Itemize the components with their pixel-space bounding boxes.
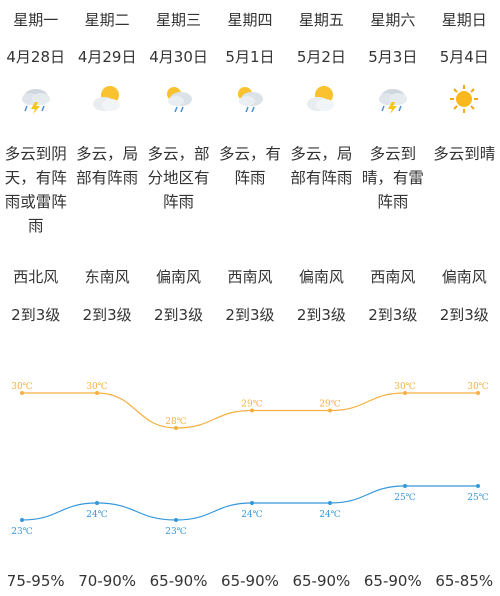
wind-direction: 偏南风 xyxy=(156,268,202,286)
humidity-range: 65-90% xyxy=(292,572,351,590)
high-temperature-point xyxy=(476,391,480,395)
weather-description: 多云，局部有阵雨 xyxy=(76,145,139,187)
high-temperature-label: 30℃ xyxy=(467,382,489,392)
wind-direction: 西南风 xyxy=(227,268,273,286)
wind-direction: 西南风 xyxy=(370,268,416,286)
wind-level: 2到3级 xyxy=(11,306,61,324)
date-label: 4月30日 xyxy=(149,48,208,66)
day-column: 星期二 4月29日多云，局部有阵雨东南风 2到3级 70-90% xyxy=(71,0,142,596)
day-column: 星期一 4月28日多云到阴天，有阵雨或雷阵雨西北风 2到3级 75-95% xyxy=(0,0,71,596)
weather-description: 多云，局部有阵雨 xyxy=(290,145,353,187)
wind-level: 2到3级 xyxy=(296,306,346,324)
low-temperature-label: 24℃ xyxy=(319,510,341,520)
day-column: 星期五 5月2日多云，局部有阵雨偏南风 2到3级 65-90% xyxy=(286,0,357,596)
humidity-range: 65-90% xyxy=(363,572,422,590)
high-temperature-label: 29℃ xyxy=(241,400,263,410)
humidity-range: 70-90% xyxy=(78,572,137,590)
day-column: 星期三 4月30日多云，部分地区有阵雨偏南风 2到3级 65-90% xyxy=(143,0,214,596)
weekday-label: 星期一 xyxy=(13,11,59,29)
wind-level: 2到3级 xyxy=(439,306,489,324)
low-temperature-point xyxy=(250,501,254,505)
date-label: 5月3日 xyxy=(368,48,418,66)
high-temperature-label: 29℃ xyxy=(319,400,341,410)
wind-direction: 偏南风 xyxy=(298,268,344,286)
thunder-rain-cloud-icon xyxy=(357,84,428,114)
sun-cloud-rain-icon xyxy=(143,84,214,114)
low-temperature-point xyxy=(20,518,24,522)
wind-level: 2到3级 xyxy=(225,306,275,324)
high-temperature-point xyxy=(95,391,99,395)
high-temperature-label: 30℃ xyxy=(394,382,416,392)
high-temperature-point xyxy=(403,391,407,395)
sun-cloud-rain-icon xyxy=(214,84,285,114)
low-temperature-label: 24℃ xyxy=(86,510,108,520)
low-temperature-point xyxy=(95,501,99,505)
high-temperature-point xyxy=(174,426,178,430)
date-label: 4月29日 xyxy=(77,48,137,66)
weekday-label: 星期二 xyxy=(84,11,130,29)
weather-description: 多云到晴，有雷阵雨 xyxy=(361,145,424,211)
weekday-label: 星期四 xyxy=(227,11,273,29)
humidity-range: 75-95% xyxy=(6,572,65,590)
weather-description: 多云，部分地区有阵雨 xyxy=(147,145,210,211)
date-label: 5月4日 xyxy=(439,48,489,66)
date-label: 4月28日 xyxy=(6,48,66,66)
weather-description: 多云到晴 xyxy=(433,145,496,163)
partly-cloudy-icon xyxy=(71,84,142,114)
high-temperature-point xyxy=(328,408,332,413)
low-temperature-label: 25℃ xyxy=(467,493,489,503)
high-temperature-label: 28℃ xyxy=(165,417,187,427)
wind-direction: 偏南风 xyxy=(441,268,487,286)
humidity-range: 65-85% xyxy=(435,572,494,590)
low-temperature-point xyxy=(174,518,178,522)
high-temperature-point xyxy=(20,391,24,395)
wind-direction: 西北风 xyxy=(13,268,59,286)
temperature-chart: 30℃ 30℃ 28℃ 29℃ 29℃ 30℃ 30℃ 23℃ 24℃ 23℃ 24℃ 24℃ 25℃ 2… xyxy=(11,382,489,537)
weekday-label: 星期三 xyxy=(156,11,202,29)
date-label: 5月1日 xyxy=(225,48,275,66)
high-temperature-label: 30℃ xyxy=(11,382,33,392)
high-temperature-point xyxy=(250,408,254,413)
weekday-label: 星期六 xyxy=(370,11,416,29)
day-column: 星期日 5月4日多云到晴偏南风 2到3级 65-85% xyxy=(429,0,500,596)
high-temperature-label: 30℃ xyxy=(86,382,108,392)
sun-icon xyxy=(429,84,500,114)
thunder-rain-cloud-icon xyxy=(0,84,71,114)
low-temperature-point xyxy=(403,484,407,488)
weather-description: 多云到阴天，有阵雨或雷阵雨 xyxy=(4,145,67,235)
humidity-range: 65-90% xyxy=(149,572,208,590)
day-column: 星期四 5月1日多云，有阵雨西南风 2到3级 65-90% xyxy=(214,0,285,596)
low-temperature-point xyxy=(328,501,332,505)
wind-level: 2到3级 xyxy=(368,306,418,324)
low-temperature-label: 25℃ xyxy=(394,493,416,503)
humidity-range: 65-90% xyxy=(221,572,279,590)
wind-direction: 东南风 xyxy=(84,268,130,286)
weekday-label: 星期日 xyxy=(441,11,487,29)
day-column: 星期六 5月3日多云到晴，有雷阵雨西南风 2到3级 65-90% xyxy=(357,0,428,596)
date-label: 5月2日 xyxy=(296,48,346,66)
low-temperature-label: 23℃ xyxy=(11,527,33,537)
wind-level: 2到3级 xyxy=(82,306,132,324)
low-temperature-point xyxy=(476,484,480,488)
low-temperature-label: 23℃ xyxy=(165,527,187,537)
wind-level: 2到3级 xyxy=(154,306,204,324)
weather-description: 多云，有阵雨 xyxy=(218,145,281,187)
low-temperature-label: 24℃ xyxy=(241,510,263,520)
weekday-label: 星期五 xyxy=(298,11,344,29)
partly-cloudy-icon xyxy=(286,84,357,114)
